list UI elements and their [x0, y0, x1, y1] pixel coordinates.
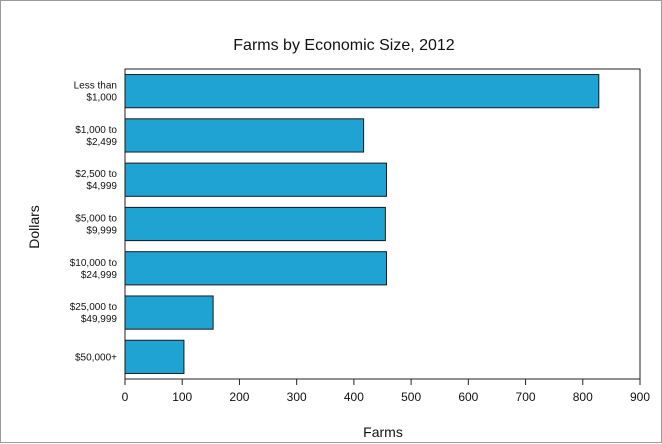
category-label: $10,000 to $24,999 [70, 258, 118, 281]
x-tick-label: 100 [172, 390, 192, 404]
x-tick-label: 900 [630, 390, 650, 404]
category-label-line: Less than [74, 81, 117, 92]
x-axis-ticks: 0 100 200 300 400 500 600 700 800 900 [122, 379, 650, 404]
x-tick-label: 400 [344, 390, 364, 404]
bar [124, 206, 386, 242]
bars-layer [124, 74, 600, 374]
x-tick-label: 500 [401, 390, 421, 404]
chart-title: Farms by Economic Size, 2012 [233, 37, 455, 54]
category-label-line: $10,000 to [70, 258, 118, 269]
category-label-line: $49,999 [81, 314, 118, 325]
x-tick-label: 300 [287, 390, 307, 404]
bar [124, 295, 214, 330]
x-tick-label: 200 [229, 390, 249, 404]
category-label-line: $2,499 [86, 137, 117, 148]
category-label-line: $50,000+ [75, 352, 117, 363]
category-label-line: $24,999 [81, 270, 118, 281]
category-label-line: $1,000 [86, 93, 117, 104]
bar [124, 162, 388, 197]
x-tick-label: 800 [573, 390, 593, 404]
category-label-line: $4,999 [86, 181, 117, 192]
category-label-line: $9,999 [86, 226, 117, 237]
x-tick-label: 0 [122, 390, 129, 404]
x-axis-label: Farms [363, 424, 403, 440]
category-label-line: $2,500 to [75, 169, 117, 180]
category-label: $25,000 to $49,999 [70, 302, 118, 325]
bar [124, 74, 600, 109]
category-label: $1,000 to $2,499 [75, 125, 117, 148]
bar [124, 251, 388, 286]
x-tick-label: 600 [458, 390, 478, 404]
bar [124, 118, 365, 153]
category-label-line: $25,000 to [70, 302, 118, 313]
category-labels: Less than $1,000$1,000 to $2,499$2,500 to $… [70, 81, 118, 364]
category-label: $5,000 to $9,999 [75, 214, 117, 237]
bar [124, 339, 185, 374]
category-label-line: $1,000 to [75, 125, 117, 136]
category-label: $2,500 to $4,999 [75, 169, 117, 192]
category-label: Less than $1,000 [74, 81, 118, 104]
category-label: $50,000+ [75, 352, 117, 363]
x-tick-label: 700 [516, 390, 536, 404]
category-label-line: $5,000 to [75, 214, 117, 225]
y-axis-label: Dollars [26, 205, 42, 249]
